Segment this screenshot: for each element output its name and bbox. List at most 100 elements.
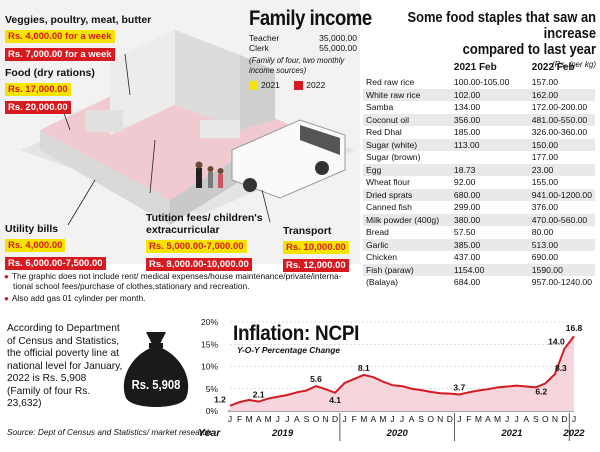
x-month-label: F — [237, 414, 242, 424]
table-row: Canned fish 299.00 376.00 — [363, 201, 595, 214]
note-line-3: ● Also add gas 01 cylinder per month. — [4, 293, 359, 303]
tuition-2022-tag: Rs. 8,000.00-10,000.00 — [146, 258, 252, 271]
income-label: Teacher — [249, 33, 280, 43]
staples-table: 2021 Feb 2022 Feb Red raw rice 100.00-105… — [363, 58, 595, 289]
price-2021-cell: 102.00 — [450, 88, 529, 101]
staples-title-line1: Some food staples that saw an increase — [407, 9, 596, 42]
x-month-label: J — [505, 414, 509, 424]
price-2022-cell: 177.00 — [531, 152, 559, 163]
price-2022-cell: 80.00 — [531, 227, 554, 238]
x-month-label: S — [533, 414, 539, 424]
price-2022-cell: 162.00 — [528, 88, 595, 101]
table-row: Wheat flour 92.00 155.00 — [363, 176, 595, 189]
legend-swatch-2021 — [249, 81, 258, 91]
transport-cost-label: Transport Rs. 10,000.00 Rs. 12,000.00 — [283, 225, 349, 273]
price-2021-cell: 57.50 — [453, 227, 476, 238]
table-row: Fish (paraw) 1154.00 1590.00 — [363, 263, 595, 276]
house-inner-wall-right — [240, 55, 275, 130]
price-2021-cell: 113.00 — [450, 138, 529, 151]
note-text: The graphic does not include rent/ medic… — [11, 271, 342, 281]
data-label: 16.8 — [566, 323, 583, 333]
price-2022-cell: 481.00-550.00 — [528, 113, 595, 126]
bag-amount: Rs. 5,908 — [131, 378, 181, 392]
table-row: Samba 134.00 172.00-200.00 — [363, 101, 595, 114]
price-2021-cell: 1154.00 — [450, 263, 529, 276]
data-label: 14.0 — [548, 337, 565, 347]
x-month-label: A — [256, 414, 262, 424]
item-name-cell: Canned fish — [366, 202, 412, 213]
family-figures — [195, 161, 224, 188]
y-tick-label: 15% — [201, 339, 218, 349]
staples-unit: (Rs. /per kg) — [551, 60, 596, 69]
tuition-cost-label: Tutition fees/ children's extracurricula… — [146, 212, 263, 272]
item-name-cell: Wheat flour — [366, 177, 410, 188]
family-income-box: Family income Teacher 35,000.00 Clerk 55… — [249, 7, 372, 91]
table-row: Sugar (brown) 177.00 — [363, 151, 595, 164]
house-illustration-panel — [0, 0, 360, 264]
utility-2021-tag: Rs. 4,000.00 — [5, 239, 66, 252]
staples-table-body: Red raw rice 100.00-105.00 157.00 White raw… — [363, 76, 595, 289]
van-window — [300, 125, 340, 155]
chart-title: Inflation: NCPI — [233, 322, 360, 345]
utility-2022-tag: Rs. 6,000.00-7,500.00 — [5, 257, 106, 270]
table-row: Bread 57.50 80.00 — [363, 226, 595, 239]
data-label: 6.2 — [535, 386, 547, 396]
family-income-title: Family income — [249, 7, 372, 30]
x-month-label: S — [304, 414, 310, 424]
data-label: 2.1 — [253, 390, 265, 400]
veggies-2022-tag: Rs. 7,000.00 for a week — [5, 48, 115, 61]
y-tick-label: 0% — [206, 406, 219, 416]
income-label: Clerk — [249, 43, 269, 53]
x-month-label: J — [390, 414, 394, 424]
x-month-label: A — [409, 414, 415, 424]
income-row-clerk: Clerk 55,000.00 — [249, 43, 357, 53]
item-name-cell: Red raw rice — [366, 77, 415, 88]
price-2022-cell: 23.00 — [528, 163, 595, 176]
item-name-cell: Sugar (brown) — [366, 152, 421, 163]
staples-title: Some food staples that saw an increase c… — [395, 10, 596, 58]
house-wall-front — [40, 130, 170, 225]
item-name-cell: Chicken — [366, 252, 398, 263]
price-2022-cell: 326.00-360.00 — [531, 127, 588, 138]
x-month-label: F — [352, 414, 357, 424]
food-2021-tag: Rs. 17,000.00 — [5, 83, 71, 96]
data-label: 1.2 — [214, 395, 226, 405]
item-name-cell: Samba — [366, 102, 394, 113]
poverty-line-1: According to Department — [7, 323, 120, 334]
food-cost-label: Food (dry rations) Rs. 17,000.00 Rs. 20,… — [5, 67, 95, 115]
x-month-label: M — [494, 414, 501, 424]
inflation-chart: 0% 5% 10% 15% 20% 1.2 2.1 5.6 4.1 8.1 3.7 6.2 8.3 14.… — [198, 317, 585, 441]
poverty-line-4: national level for January, — [7, 360, 123, 372]
x-month-label: N — [437, 414, 443, 424]
price-2022-cell: 470.00-560.00 — [528, 213, 595, 226]
transport-title: Transport — [283, 225, 332, 237]
x-month-label: D — [561, 414, 567, 424]
table-row: White raw rice 102.00 162.00 — [363, 88, 595, 101]
poverty-line-3: the official poverty line at — [7, 348, 119, 359]
legend-label-2022: 2022 — [306, 80, 326, 90]
price-2021-cell — [451, 151, 529, 164]
table-row: Milk powder (400g) 380.00 470.00-560.00 — [363, 213, 595, 226]
table-row: Chicken 437.00 690.00 — [363, 251, 595, 264]
legend: 2021 2022 — [249, 80, 357, 91]
y-tick-label: 5% — [206, 384, 219, 394]
table-row: Red Dhal 185.00 326.00-360.00 — [363, 126, 595, 139]
chart-title-block: Inflation: NCPI Y-O-Y Percentage Change — [233, 322, 373, 355]
income-row-teacher: Teacher 35,000.00 — [249, 33, 357, 43]
item-name-cell: Egg — [363, 163, 451, 176]
staples-table-wrap: 2021 Feb 2022 Feb Red raw rice 100.00-105… — [363, 58, 595, 289]
van-wheel-back — [315, 161, 329, 175]
poverty-line-5: 2022 is Rs. 5,908 — [7, 373, 87, 384]
item-name-cell: Garlic — [363, 238, 451, 251]
price-2021-cell: 92.00 — [453, 177, 476, 188]
transport-2021-tag: Rs. 10,000.00 — [283, 241, 349, 254]
data-label: 8.1 — [358, 363, 370, 373]
table-header-row: 2021 Feb 2022 Feb — [363, 58, 595, 76]
veggies-2021-tag: Rs. 4,000.00 for a week — [5, 30, 115, 43]
price-2021-cell: 356.00 — [450, 113, 529, 126]
price-2022-cell: 1590.00 — [528, 263, 595, 276]
price-2022-cell: 172.00-200.00 — [531, 102, 588, 113]
y-tick-label: 10% — [201, 362, 218, 372]
note-line-2: tional school fees/purchase of clothes,s… — [13, 281, 250, 291]
price-2022-cell: 155.00 — [531, 177, 559, 188]
